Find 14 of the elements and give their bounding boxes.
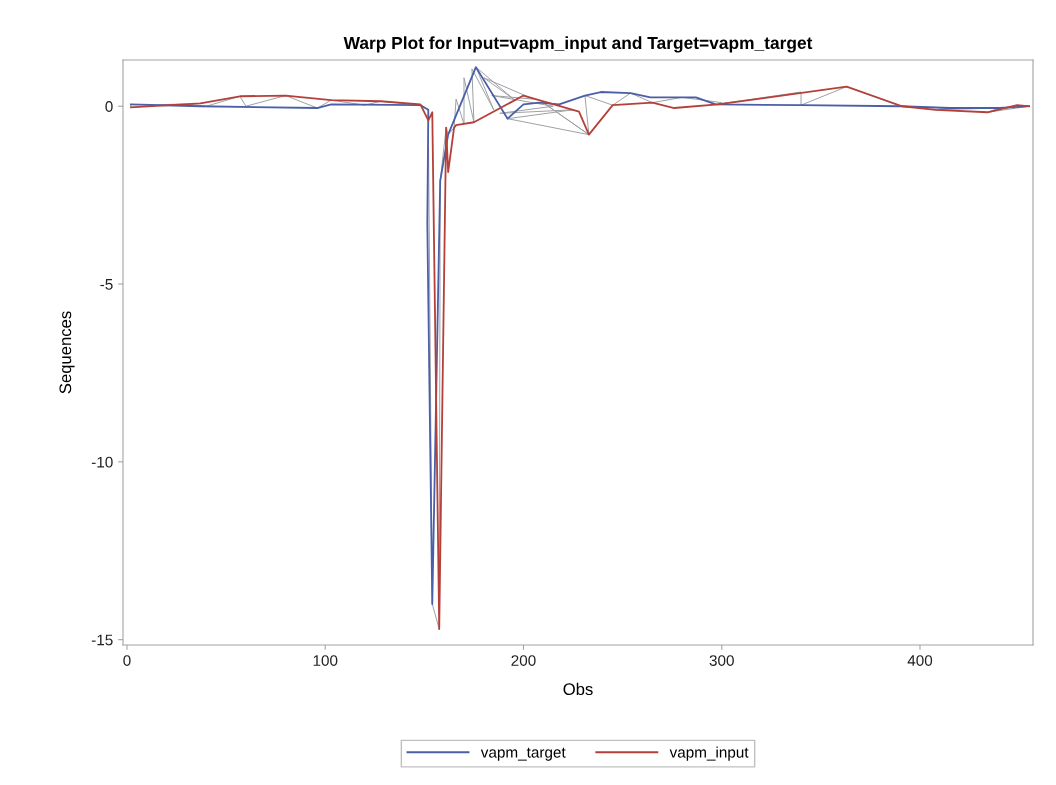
x-axis-title: Obs: [563, 682, 593, 696]
x-tick-label: 400: [907, 655, 933, 666]
legend-label: vapm_input: [669, 746, 749, 761]
x-tick-label: 300: [709, 655, 734, 666]
y-tick-label: -5: [100, 279, 113, 290]
x-tick-label: 0: [123, 655, 131, 666]
x-tick-label: 100: [313, 655, 338, 666]
y-tick-label: -10: [91, 456, 113, 468]
y-tick-label: 0: [105, 101, 113, 112]
y-axis-title: Sequences: [59, 311, 75, 394]
chart-title: Warp Plot for Input=vapm_input and Target=vapm_target: [343, 36, 813, 53]
legend-label: vapm_target: [480, 747, 566, 761]
x-tick-label: 200: [511, 655, 536, 666]
y-tick-label: -15: [91, 634, 113, 646]
